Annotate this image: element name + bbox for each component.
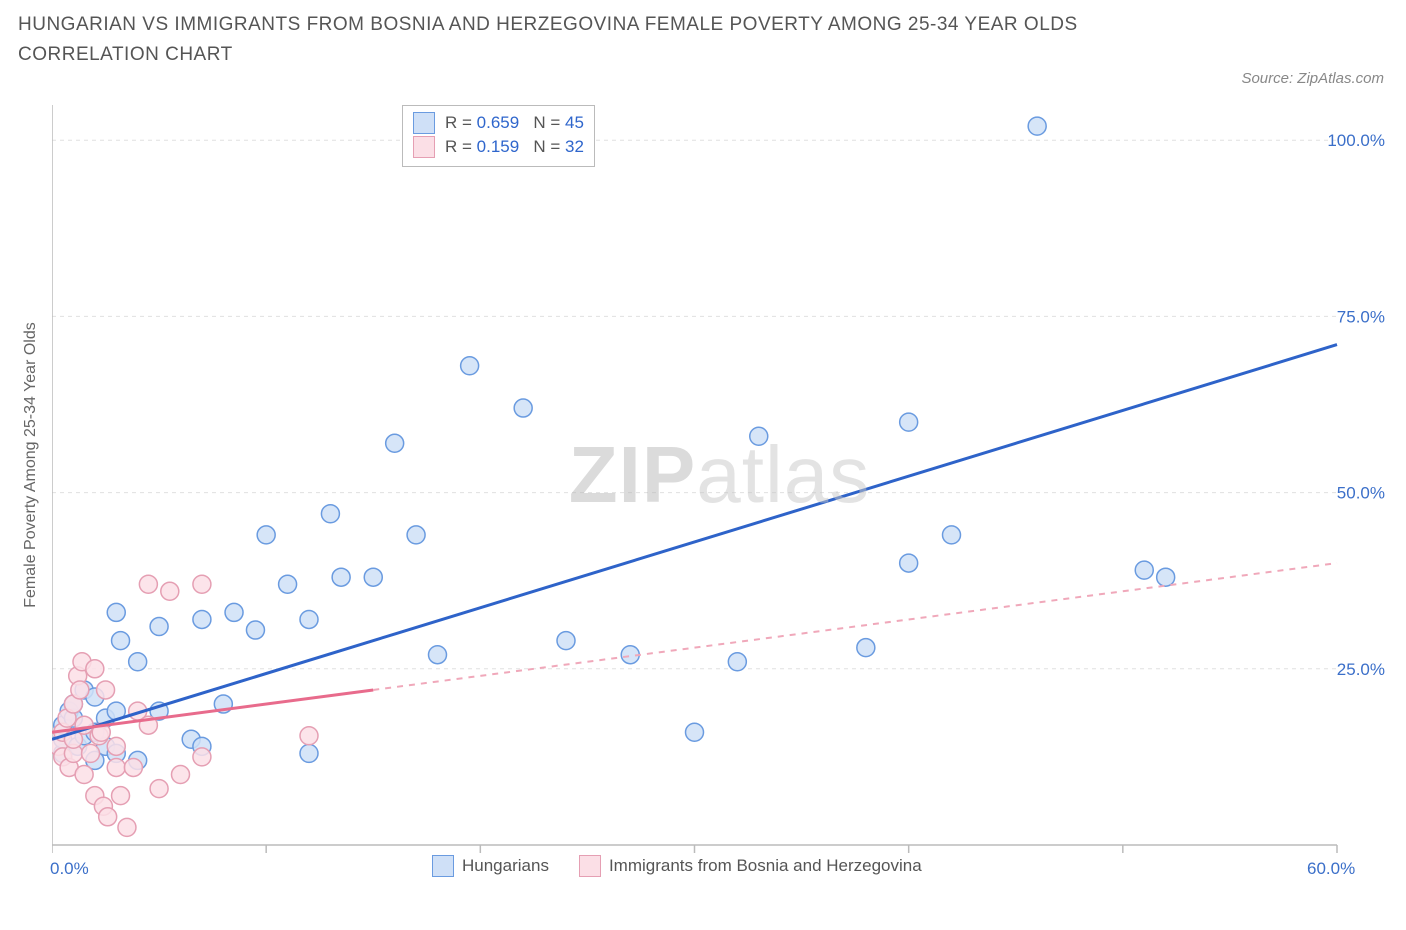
x-axis-min-label: 0.0% [50, 859, 89, 879]
page-title: HUNGARIAN VS IMMIGRANTS FROM BOSNIA AND … [18, 10, 1118, 71]
legend-stat-text: R = 0.159 N = 32 [445, 137, 584, 157]
legend-swatch [413, 112, 435, 134]
svg-text:75.0%: 75.0% [1337, 307, 1385, 326]
legend-series: Hungarians Immigrants from Bosnia and Her… [432, 855, 922, 877]
title-row: HUNGARIAN VS IMMIGRANTS FROM BOSNIA AND … [18, 10, 1388, 71]
legend-series-label: Immigrants from Bosnia and Herzegovina [609, 856, 922, 876]
y-axis-label: Female Poverty Among 25-34 Year Olds [22, 322, 40, 608]
scatter-plot: ZIPatlas 25.0%50.0%75.0%100.0% R = 0.659… [52, 105, 1387, 875]
legend-stats: R = 0.659 N = 45 R = 0.159 N = 32 [402, 105, 595, 167]
svg-text:25.0%: 25.0% [1337, 660, 1385, 679]
svg-text:50.0%: 50.0% [1337, 484, 1385, 503]
legend-stat-row: R = 0.159 N = 32 [413, 136, 584, 158]
x-axis-max-label: 60.0% [1307, 859, 1355, 879]
legend-swatch [579, 855, 601, 877]
chart-svg: 25.0% 50.0% 75.0% 100.0% [52, 105, 1387, 875]
legend-series-item: Hungarians [432, 855, 549, 877]
legend-series-label: Hungarians [462, 856, 549, 876]
legend-stat-row: R = 0.659 N = 45 [413, 112, 584, 134]
legend-stat-text: R = 0.659 N = 45 [445, 113, 584, 133]
legend-series-item: Immigrants from Bosnia and Herzegovina [579, 855, 922, 877]
source-credit: Source: ZipAtlas.com [1241, 70, 1384, 87]
legend-swatch [432, 855, 454, 877]
legend-swatch [413, 136, 435, 158]
svg-text:100.0%: 100.0% [1327, 131, 1385, 150]
